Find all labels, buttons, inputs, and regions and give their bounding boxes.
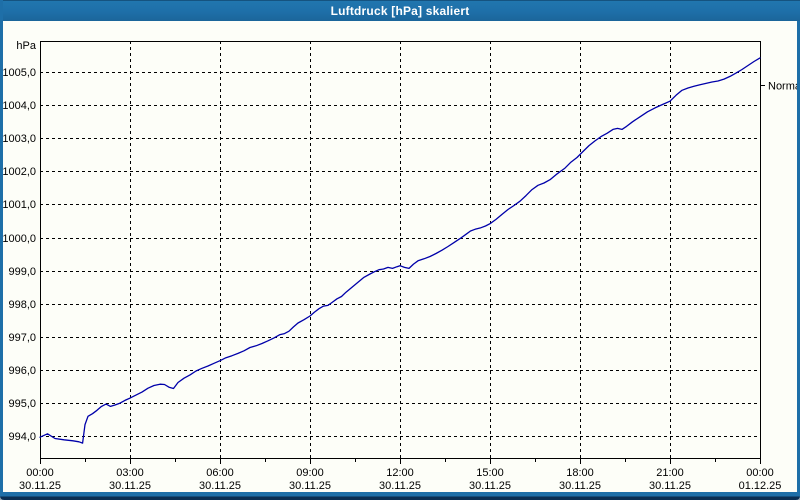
axes — [40, 41, 765, 464]
x-tick-time-label: 00:00 — [26, 467, 54, 479]
gridlines — [40, 41, 760, 458]
x-tick-date-label: 30.11.25 — [469, 480, 511, 492]
x-tick-time-label: 00:00 — [746, 467, 774, 479]
y-tick-label: 1005,0 — [2, 67, 36, 79]
x-tick-date-label: 30.11.25 — [109, 480, 151, 492]
x-tick-time-label: 03:00 — [116, 467, 144, 479]
y-tick-label: 998,0 — [8, 299, 36, 311]
y-tick-label: 999,0 — [8, 266, 36, 278]
y-tick-label: 994,0 — [8, 431, 36, 443]
y-axis-unit-label: hPa — [16, 40, 36, 52]
y-tick-label: 996,0 — [8, 365, 36, 377]
x-tick-date-label: 30.11.25 — [199, 480, 241, 492]
pressure-line-chart: 1005,0 1004,0 1003,0 1002,0 1001,0 1000,0 999,… — [2, 40, 800, 492]
window-border-left — [0, 0, 3, 500]
x-tick-date-label: 30.11.25 — [19, 480, 61, 492]
x-tick-time-label: 09:00 — [296, 467, 324, 479]
y-tick-label: 1000,0 — [2, 233, 36, 245]
y-tick-label: 1003,0 — [2, 133, 36, 145]
y-tick-label: 1004,0 — [2, 100, 36, 112]
window-title: Luftdruck [hPa] skaliert — [330, 4, 470, 18]
x-tick-date-label: 01.12.25 — [739, 480, 782, 492]
x-tick-date-label: 30.11.25 — [559, 480, 601, 492]
normal-marker-label: Normal — [768, 81, 800, 93]
x-tick-time-label: 15:00 — [476, 467, 504, 479]
pressure-series-line — [39, 57, 761, 444]
x-tick-date-label: 30.11.25 — [379, 480, 421, 492]
x-tick-date-label: 30.11.25 — [289, 480, 331, 492]
y-tick-label: 995,0 — [8, 398, 36, 410]
window-border-bottom — [0, 492, 800, 500]
axis-labels: 1005,0 1004,0 1003,0 1002,0 1001,0 1000,0 999,… — [2, 40, 800, 492]
window-titlebar[interactable]: Luftdruck [hPa] skaliert — [0, 0, 800, 21]
x-tick-date-label: 30.11.25 — [649, 480, 691, 492]
window-border-right — [797, 21, 800, 500]
y-tick-label: 1001,0 — [2, 199, 36, 211]
x-tick-time-label: 18:00 — [566, 467, 594, 479]
y-tick-label: 997,0 — [8, 332, 36, 344]
x-tick-time-label: 12:00 — [386, 467, 414, 479]
x-tick-time-label: 21:00 — [656, 467, 684, 479]
x-tick-time-label: 06:00 — [206, 467, 234, 479]
data-series — [39, 57, 761, 444]
plot-border — [40, 41, 761, 459]
y-tick-label: 1002,0 — [2, 166, 36, 178]
